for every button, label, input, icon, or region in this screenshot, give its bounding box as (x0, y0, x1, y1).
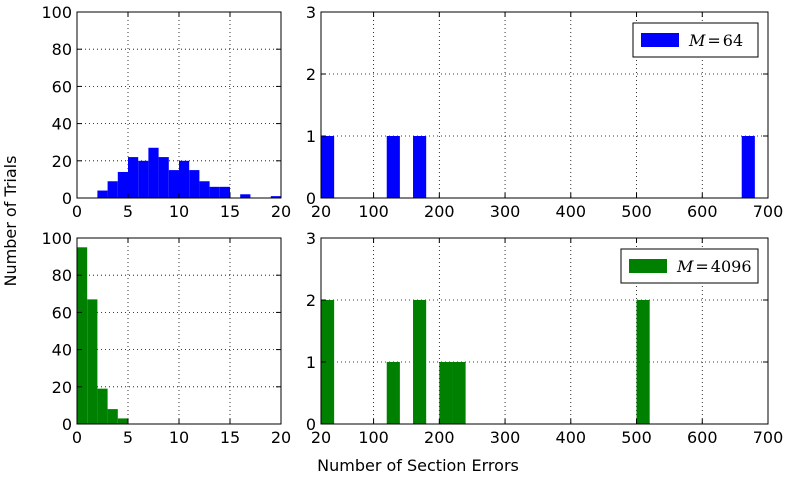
bottom-right-ytick-label: 0 (306, 415, 316, 434)
bottom-right-bar (321, 300, 335, 424)
top-left-ytick-label: 80 (52, 40, 72, 59)
bottom-right-xtick-label: 500 (621, 428, 652, 447)
bottom-right-bar (636, 300, 650, 424)
bottom-right-ytick-label: 1 (306, 353, 316, 372)
bottom-left-ytick-label: 80 (52, 266, 72, 285)
top-right-xtick-label: 600 (687, 202, 718, 221)
top-right-xtick-label: 300 (490, 202, 521, 221)
bottom-right-xtick-label: 600 (687, 428, 718, 447)
top-left-xtick-label: 20 (271, 202, 291, 221)
top-left-xtick-label: 5 (123, 202, 133, 221)
top-left-bar (158, 157, 169, 198)
top-left-ytick-label: 40 (52, 115, 72, 134)
top-right-xtick-label: 200 (424, 202, 455, 221)
top-left-bar (270, 196, 281, 198)
figure-xlabel: Number of Section Errors (317, 456, 519, 475)
bottom-right-bar (413, 300, 427, 424)
figure-ylabel: Number of Trials (1, 156, 20, 287)
bottom-left-bar (107, 409, 118, 424)
bottom-right-legend-label: M = 4096 (676, 257, 752, 276)
bottom-right-xtick-label: 400 (556, 428, 587, 447)
bottom-left-bar (87, 299, 98, 424)
top-right-bar (321, 136, 335, 198)
top-left-ytick-label: 100 (41, 3, 72, 22)
top-right-legend-swatch (641, 33, 679, 47)
top-left-bar (240, 194, 251, 198)
bottom-right-xtick-label: 20 (311, 428, 331, 447)
top-left-bar (209, 186, 220, 198)
top-right-ytick-label: 3 (306, 3, 316, 22)
top-left-bar (138, 160, 149, 198)
bottom-right-xtick-label: 700 (753, 428, 784, 447)
top-left-bar (148, 147, 159, 198)
bottom-left-ytick-label: 100 (41, 229, 72, 248)
top-left-bar (107, 181, 118, 198)
top-left-xtick-label: 0 (72, 202, 82, 221)
bottom-right-xtick-label: 200 (424, 428, 455, 447)
bottom-right-axes-frame (320, 237, 769, 425)
bottom-right-ytick-label: 2 (306, 291, 316, 310)
bottom-left-ytick-label: 0 (62, 415, 72, 434)
top-left-ytick-label: 20 (52, 152, 72, 171)
bottom-right-bar (439, 362, 453, 424)
top-right-bar (741, 136, 755, 198)
bottom-right-bar (452, 362, 466, 424)
top-left-bar (189, 170, 200, 198)
top-left-ytick-label: 60 (52, 77, 72, 96)
top-left-bar (168, 170, 179, 198)
top-left-bar (179, 160, 190, 198)
top-right-xtick-label: 500 (621, 202, 652, 221)
top-right-axes-frame (320, 11, 769, 199)
top-right-legend-label: M = 64 (688, 31, 743, 50)
bottom-left-xtick-label: 5 (123, 428, 133, 447)
top-right-xtick-label: 100 (358, 202, 389, 221)
bottom-right-bar (386, 362, 400, 424)
bottom-left-ytick-label: 20 (52, 378, 72, 397)
bottom-left-xtick-label: 0 (72, 428, 82, 447)
top-right-ytick-label: 1 (306, 127, 316, 146)
top-left-bar (199, 181, 210, 198)
top-left-xtick-label: 15 (220, 202, 240, 221)
bottom-left-bar (97, 388, 108, 424)
bottom-left-bar (77, 247, 88, 424)
top-left-bar (219, 186, 230, 198)
top-right-xtick-label: 700 (753, 202, 784, 221)
bottom-right-xtick-label: 100 (358, 428, 389, 447)
bottom-left-ytick-label: 40 (52, 341, 72, 360)
top-right-ytick-label: 0 (306, 189, 316, 208)
bottom-left-xtick-label: 10 (169, 428, 189, 447)
bottom-left-xtick-label: 20 (271, 428, 291, 447)
top-right-ytick-label: 2 (306, 65, 316, 84)
bottom-right-legend-swatch (629, 259, 667, 273)
bottom-left-bar (117, 418, 128, 424)
top-left-ytick-label: 0 (62, 189, 72, 208)
top-right-xtick-label: 400 (556, 202, 587, 221)
bottom-left-xtick-label: 15 (220, 428, 240, 447)
top-right-bar (386, 136, 400, 198)
top-left-bar (97, 190, 108, 198)
top-right-bar (413, 136, 427, 198)
top-left-bar (128, 157, 139, 198)
bottom-right-xtick-label: 300 (490, 428, 521, 447)
bottom-right-ytick-label: 3 (306, 229, 316, 248)
top-right-xtick-label: 20 (311, 202, 331, 221)
top-left-xtick-label: 10 (169, 202, 189, 221)
bottom-left-ytick-label: 60 (52, 303, 72, 322)
top-left-bar (117, 171, 128, 198)
